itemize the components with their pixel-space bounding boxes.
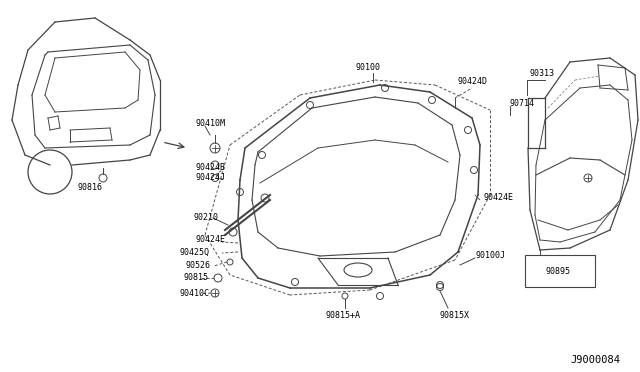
Text: 90210: 90210 — [193, 214, 218, 222]
Text: 90100J: 90100J — [475, 250, 505, 260]
Text: 90815: 90815 — [183, 273, 208, 282]
Text: 90425Q: 90425Q — [180, 247, 210, 257]
Text: 90410C: 90410C — [180, 289, 210, 298]
Text: 90895: 90895 — [545, 266, 570, 276]
Text: 90816: 90816 — [77, 183, 102, 192]
Text: 90526: 90526 — [185, 260, 210, 269]
Text: 90424B: 90424B — [196, 164, 226, 173]
Text: 90815+A: 90815+A — [325, 311, 360, 321]
Text: 90424E: 90424E — [484, 193, 514, 202]
Text: 90815X: 90815X — [440, 311, 470, 320]
Text: 90714: 90714 — [510, 99, 535, 108]
Text: 90424J: 90424J — [196, 173, 226, 182]
Text: J9000084: J9000084 — [570, 355, 620, 365]
Text: 90424E: 90424E — [196, 235, 226, 244]
Text: 90424D: 90424D — [457, 77, 487, 87]
Text: 90100: 90100 — [355, 64, 380, 73]
Text: 90410M: 90410M — [196, 119, 226, 128]
Bar — [525, 255, 595, 287]
Text: 90313: 90313 — [530, 68, 555, 77]
